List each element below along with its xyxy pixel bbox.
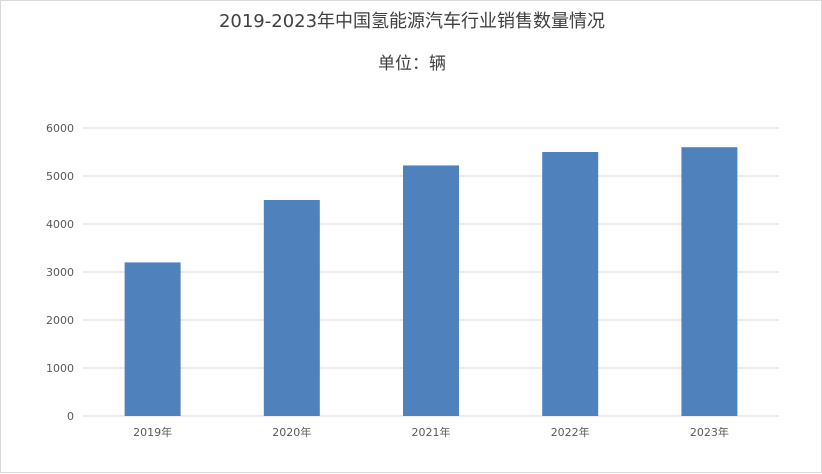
x-tick-label: 2022年 <box>551 425 590 439</box>
y-tick-label: 3000 <box>46 266 74 279</box>
chart-title: 2019-2023年中国氢能源汽车行业销售数量情况 <box>218 11 606 32</box>
y-tick-label: 0 <box>67 410 74 423</box>
y-tick-label: 5000 <box>46 170 74 183</box>
y-tick-label: 2000 <box>46 314 74 327</box>
x-tick-label: 2020年 <box>272 425 311 439</box>
bar <box>681 147 738 416</box>
chart-subtitle: 单位：辆 <box>378 54 446 74</box>
x-axis-ticks: 2019年 2020年 2021年 2022年 2023年 <box>133 425 729 439</box>
x-tick-label: 2021年 <box>412 425 451 439</box>
bar <box>542 152 599 416</box>
x-tick-label: 2023年 <box>690 425 729 439</box>
bars <box>124 147 738 416</box>
y-axis-ticks: 0 1000 2000 3000 4000 5000 6000 <box>46 122 74 423</box>
bar <box>403 165 459 416</box>
x-tick-label: 2019年 <box>133 425 172 439</box>
y-tick-label: 4000 <box>46 218 74 231</box>
bar <box>263 200 320 416</box>
y-tick-label: 1000 <box>46 362 74 375</box>
bar <box>124 262 181 416</box>
y-tick-label: 6000 <box>46 122 74 135</box>
